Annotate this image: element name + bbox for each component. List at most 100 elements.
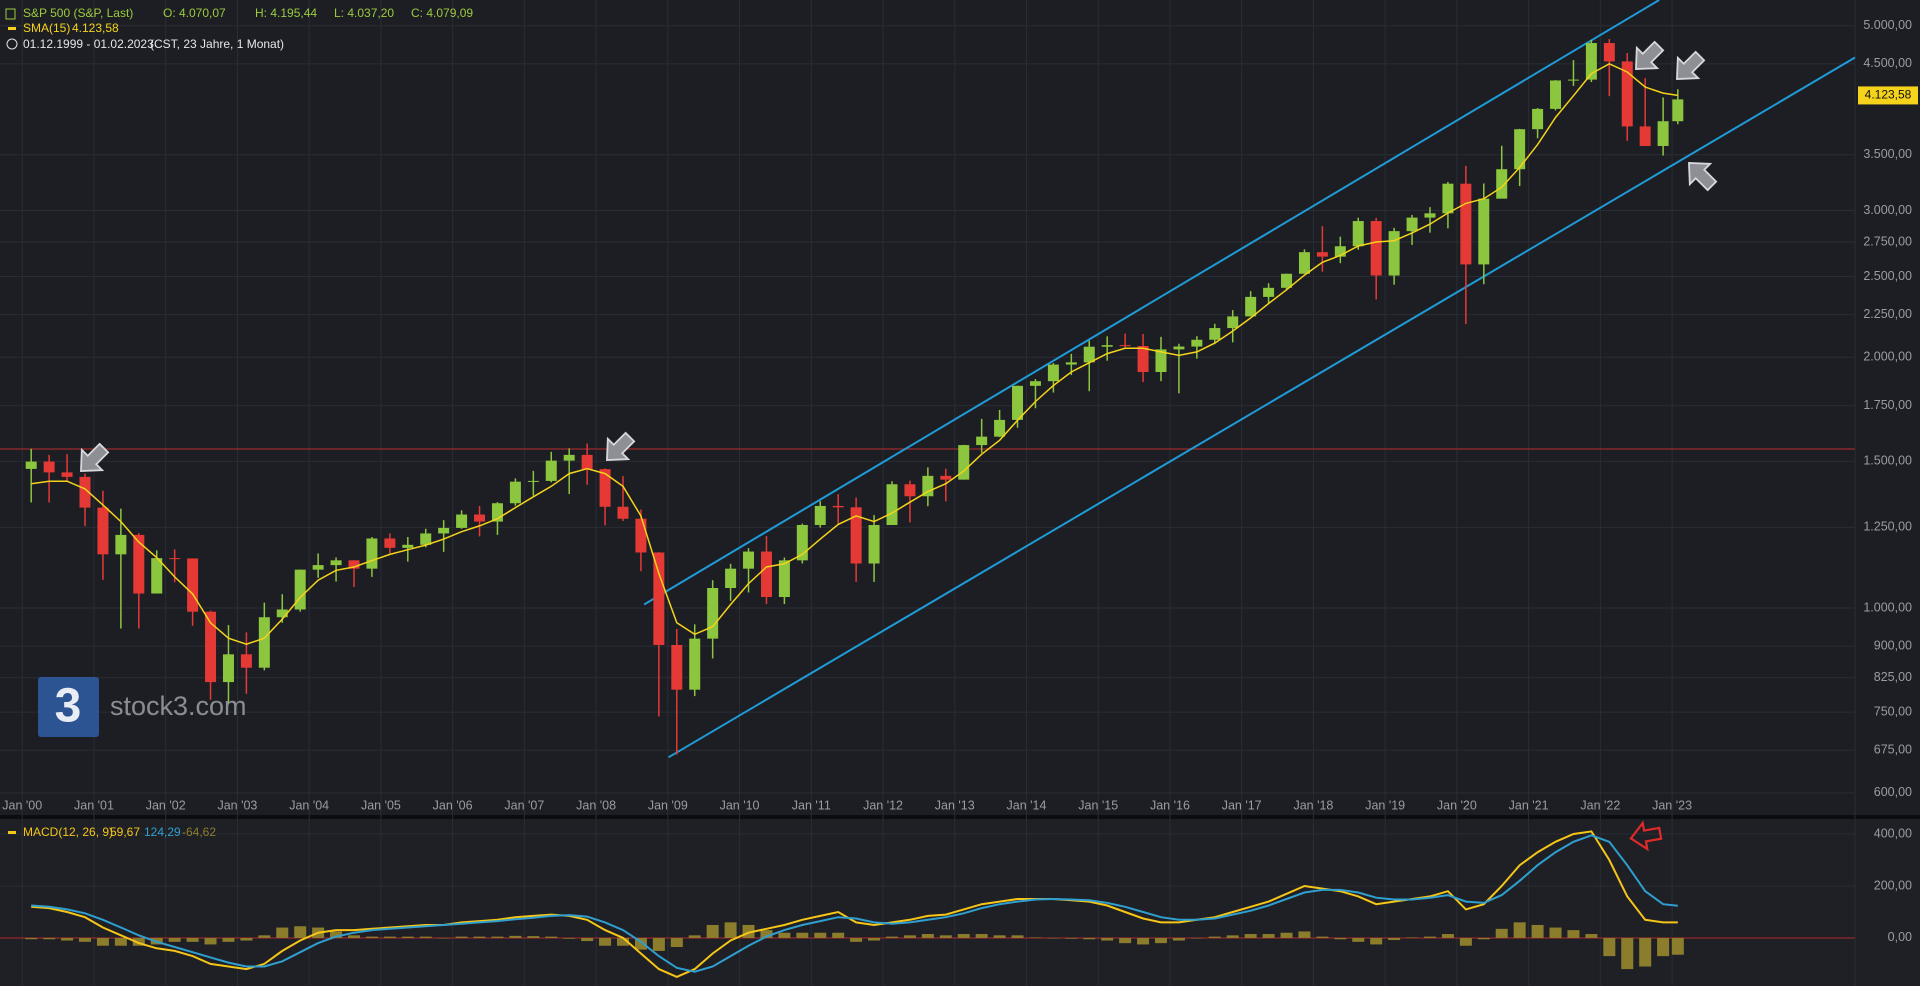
candle-body — [384, 538, 396, 548]
histogram-bar — [258, 935, 271, 938]
histogram-bar — [1352, 937, 1365, 942]
arrow — [1629, 820, 1663, 852]
candle-body — [187, 558, 199, 612]
candle-body — [671, 644, 683, 690]
histogram-bar — [240, 937, 253, 941]
x-tick-label: Jan '22 — [1580, 798, 1620, 812]
candle-body — [1173, 346, 1185, 350]
y-tick-label: 750,00 — [1874, 704, 1912, 718]
candle-body — [832, 505, 844, 508]
candle-body — [1603, 43, 1615, 62]
histogram-bar — [1190, 937, 1203, 939]
sma-swatch — [8, 27, 16, 30]
candle-body — [1316, 252, 1328, 257]
histogram-bar — [975, 934, 988, 938]
y-tick-label: 3.500,00 — [1863, 147, 1912, 161]
histogram-bar — [634, 937, 647, 950]
x-tick-label: Jan '14 — [1007, 798, 1047, 812]
x-tick-label: Jan '01 — [74, 798, 114, 812]
candle-body — [258, 617, 270, 668]
candle-body — [1281, 273, 1293, 288]
candle-body — [958, 445, 970, 480]
macd-value: 59,67 — [110, 825, 140, 839]
y-tick-label: 4.500,00 — [1863, 56, 1912, 70]
sma-line — [31, 62, 1678, 645]
candle-body — [1406, 217, 1418, 232]
candle-body — [760, 551, 772, 598]
candle-body — [151, 558, 163, 594]
histogram-bar — [760, 930, 773, 938]
y-tick-label: 2.000,00 — [1863, 350, 1912, 364]
arrow — [1688, 162, 1718, 192]
candle-body — [1191, 339, 1203, 347]
candle-body — [1639, 126, 1651, 146]
histogram-bar — [1567, 930, 1580, 938]
price-label-box — [1858, 86, 1918, 105]
y-tick-label: 200,00 — [1874, 878, 1912, 892]
candle-body — [1047, 364, 1059, 382]
candle-body — [904, 484, 916, 497]
watermark-logo-box — [38, 677, 99, 737]
candle-body — [348, 560, 360, 569]
histogram-bar — [383, 936, 396, 938]
x-tick-label: Jan '11 — [792, 798, 831, 812]
histogram-bar — [1172, 937, 1185, 941]
histogram-value: -64,62 — [182, 825, 216, 839]
header: S&P 500 (S&P, Last) O: 4.070,07 H: 4.195… — [5, 6, 473, 839]
candle-body — [240, 654, 252, 668]
candle-body — [1388, 231, 1400, 276]
histogram-bar — [79, 937, 92, 942]
histogram-bar — [330, 931, 343, 938]
histogram-bar — [581, 937, 594, 942]
candle-body — [778, 560, 790, 598]
x-tick-label: Jan '16 — [1150, 798, 1190, 812]
histogram-bar — [1065, 937, 1078, 939]
candle-body — [222, 654, 234, 683]
y-tick-label: 3.000,00 — [1863, 203, 1912, 217]
histogram-bar — [365, 936, 378, 938]
annotation-arrows — [80, 40, 1718, 852]
histogram-bar — [168, 937, 181, 942]
histogram-bar — [527, 936, 540, 938]
histogram-bar — [1513, 922, 1526, 938]
candle-body — [599, 469, 611, 507]
candle-body — [1245, 296, 1257, 317]
histogram-bar — [868, 937, 881, 941]
candle-body — [1119, 345, 1131, 347]
histogram-bar — [1083, 937, 1096, 940]
candle-body — [886, 484, 898, 526]
candle-body — [1442, 183, 1454, 214]
y-tick-label: 2.750,00 — [1863, 234, 1912, 248]
x-tick-label: Jan '15 — [1078, 798, 1118, 812]
x-tick-label: Jan '04 — [289, 798, 329, 812]
candle-body — [1083, 346, 1095, 363]
trend-channel-line — [668, 56, 1856, 759]
y-tick-label: 675,00 — [1874, 743, 1912, 757]
histogram-bar — [473, 936, 486, 938]
trend-channel-line — [643, 0, 1660, 606]
y-tick-label: 600,00 — [1874, 785, 1912, 799]
histogram-bar — [43, 937, 56, 940]
x-tick-label: Jan '03 — [217, 798, 257, 812]
histogram-bar — [796, 932, 809, 938]
candle-body — [1478, 198, 1490, 265]
candle-body — [1657, 121, 1669, 146]
candle-body — [1532, 108, 1544, 130]
histogram-bar — [509, 935, 522, 938]
histogram-bar — [993, 935, 1006, 938]
histogram-bar — [1029, 937, 1042, 938]
histogram-bar — [1119, 937, 1132, 944]
x-tick-label: Jan '13 — [935, 798, 975, 812]
histogram-bar — [114, 937, 127, 946]
histogram-bar — [670, 937, 683, 948]
histogram-bar — [1011, 935, 1024, 938]
histogram-bar — [1621, 937, 1634, 970]
histogram-bar — [61, 937, 74, 941]
ohlc-open: O: 4.070,07 — [163, 6, 226, 20]
candle-body — [653, 552, 665, 645]
candle-body — [1298, 252, 1310, 274]
y-tick-label: 1.500,00 — [1863, 454, 1912, 468]
candle-body — [1263, 287, 1275, 297]
histogram-bar — [885, 936, 898, 938]
